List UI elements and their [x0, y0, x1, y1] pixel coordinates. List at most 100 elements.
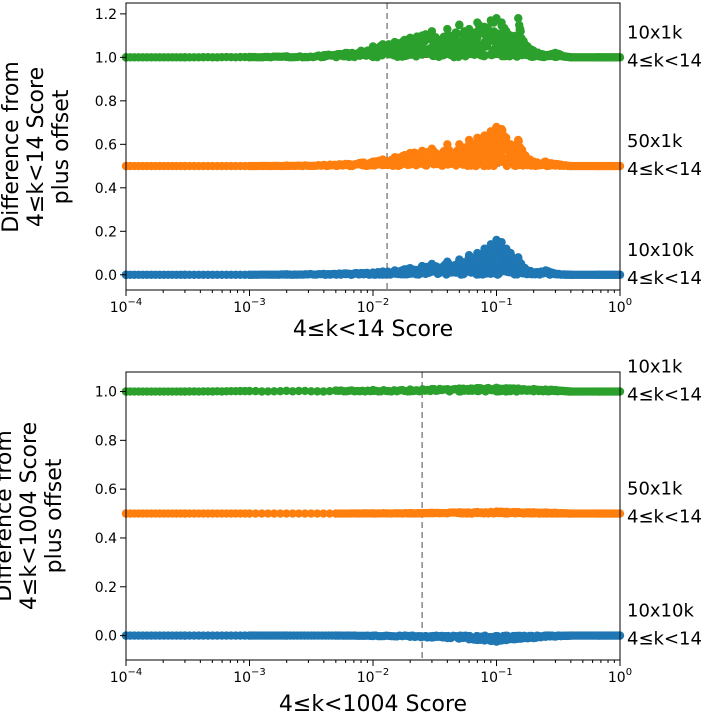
bottom-50x1k-data-point [529, 508, 538, 517]
bottom-50x1k-data-point [594, 509, 603, 518]
top-x-tick-label: 10−1 [480, 297, 513, 316]
bottom-10x1k-data-point [455, 384, 464, 393]
bottom-10x10k-data-point [245, 631, 254, 640]
bottom-x-tick-label: 10−3 [233, 667, 266, 686]
bottom-50x1k-band-point [257, 509, 267, 518]
top-10x10k-data-point [486, 240, 496, 249]
top-50x1k-data-point [378, 155, 387, 164]
top-10x1k-data-point [282, 52, 291, 61]
bottom-series-label-10x10k: 10x10k [627, 601, 694, 622]
bottom-chart-panel: 10−4 10−3 10−2 10−1 100 0.0 0.2 0.4 0.6 0.8 1.0 4≤k… [0, 357, 702, 717]
bottom-10x1k-band-point [306, 387, 316, 396]
bottom-10x10k-data-point [282, 631, 291, 640]
top-50x1k-data-point [390, 153, 399, 162]
bottom-10x10k-data-point [464, 635, 474, 644]
top-10x1k-data-point [417, 31, 427, 40]
top-10x10k-data-point [180, 270, 190, 279]
bottom-10x1k-band-point [319, 387, 328, 396]
bottom-50x1k-data-point [551, 508, 560, 518]
top-50x1k-data-point [405, 148, 415, 158]
top-10x10k-data-point [368, 268, 378, 277]
top-50x1k-data-point [510, 144, 519, 153]
top-50x1k-data-point [245, 161, 254, 171]
top-10x1k-data-point [378, 40, 387, 49]
top-50x1k-data-point [356, 158, 366, 168]
top-10x10k-data-point [473, 248, 482, 258]
bottom-series-10x1k [121, 383, 625, 396]
top-10x1k-data-point [368, 42, 378, 51]
top-y-axis-label-line: Difference from [0, 61, 24, 233]
top-10x1k-data-point [449, 31, 458, 40]
top-y-tick-label: 0.8 [95, 94, 117, 110]
top-10x10k-data-point [245, 270, 254, 279]
top-y-tick-label: 0.6 [95, 137, 117, 153]
top-y-tick-label: 0.4 [95, 181, 117, 197]
top-10x10k-data-point [460, 259, 469, 269]
bottom-10x1k-data-point [594, 387, 603, 396]
top-series-10x10k [121, 235, 625, 279]
bottom-y-tick-label: 0.8 [95, 433, 117, 449]
top-10x10k-data-point [529, 268, 538, 277]
top-50x1k-data-point [449, 148, 458, 158]
bottom-50x1k-data-point [566, 509, 576, 518]
top-50x1k-data-point [319, 160, 329, 170]
top-10x10k-data-point [443, 257, 452, 266]
top-10x10k-data-point [566, 270, 576, 279]
top-50x1k-data-point [480, 131, 489, 140]
top-50x1k-data-point [514, 135, 523, 145]
bottom-50x1k-data-point [492, 507, 501, 516]
bottom-10x1k-band-point [294, 386, 304, 396]
bottom-10x10k-data-point [405, 632, 415, 642]
bottom-50x1k-data-point [368, 509, 378, 518]
top-y-axis-label: Difference from4≤k<14 Scoreplus offset [0, 61, 74, 233]
bottom-10x1k-data-point [492, 383, 501, 393]
top-10x1k-data-point [510, 35, 519, 45]
bottom-x-axis-label: 4≤k<1004 Score [279, 692, 467, 717]
bottom-50x1k-data-point [245, 509, 254, 518]
bottom-10x1k-data-point [368, 385, 378, 395]
top-50x1k-data-point [417, 146, 427, 156]
bottom-series-10x10k [121, 631, 625, 646]
bottom-50x1k-band-point [251, 509, 260, 518]
top-10x10k-data-point [378, 267, 387, 276]
bottom-y-tick-label: 0.0 [95, 629, 117, 645]
bottom-y-axis-label-line: plus offset [42, 458, 67, 573]
top-x-tick-label: 10−2 [357, 297, 390, 316]
top-y-tick-label: 0.2 [95, 224, 117, 240]
bottom-50x1k-band-point [325, 509, 334, 518]
top-10x1k-data-point [541, 50, 550, 60]
top-10x1k-data-point [405, 33, 415, 42]
top-50x1k-data-point [443, 140, 452, 149]
top-10x10k-data-point [405, 264, 415, 273]
bottom-50x1k-band-point [276, 509, 285, 518]
bottom-series-sublabel-10x1k: 4≤k<14 [627, 385, 702, 406]
top-50x1k-data-point [486, 127, 496, 136]
top-50x1k-data-point [551, 159, 560, 169]
bottom-10x10k-data-point [331, 631, 341, 640]
top-10x1k-data-point [566, 53, 576, 62]
top-10x10k-data-point [390, 266, 399, 275]
top-10x10k-data-point [506, 248, 515, 258]
bottom-50x1k-data-point [427, 508, 437, 518]
bottom-10x10k-data-point [180, 631, 190, 640]
bottom-10x1k-band-point [288, 387, 297, 396]
top-x-tick-label: 100 [608, 297, 632, 316]
bottom-y-tick-label: 0.6 [95, 482, 117, 498]
bottom-50x1k-band-point [263, 509, 273, 518]
bottom-10x10k-data-point [427, 633, 437, 642]
bottom-y-axis-label-line: 4≤k<1004 Score [17, 422, 42, 610]
bottom-10x1k-band-point [263, 387, 273, 396]
top-10x10k-data-point [449, 261, 458, 271]
top-50x1k-data-point [529, 157, 538, 166]
bottom-series-50x1k [121, 507, 625, 518]
bottom-10x10k-data-point [541, 632, 550, 642]
bottom-50x1k-band-point [288, 509, 297, 518]
bottom-10x1k-band-point [300, 386, 310, 396]
bottom-50x1k-data-point [514, 507, 523, 517]
top-10x10k-data-point [356, 268, 366, 278]
bottom-50x1k-data-point [455, 508, 464, 517]
top-10x1k-data-point [480, 22, 489, 32]
bottom-10x1k-band-point [325, 387, 334, 396]
bottom-10x1k-data-point [541, 385, 550, 394]
bottom-10x10k-data-point [510, 635, 519, 644]
